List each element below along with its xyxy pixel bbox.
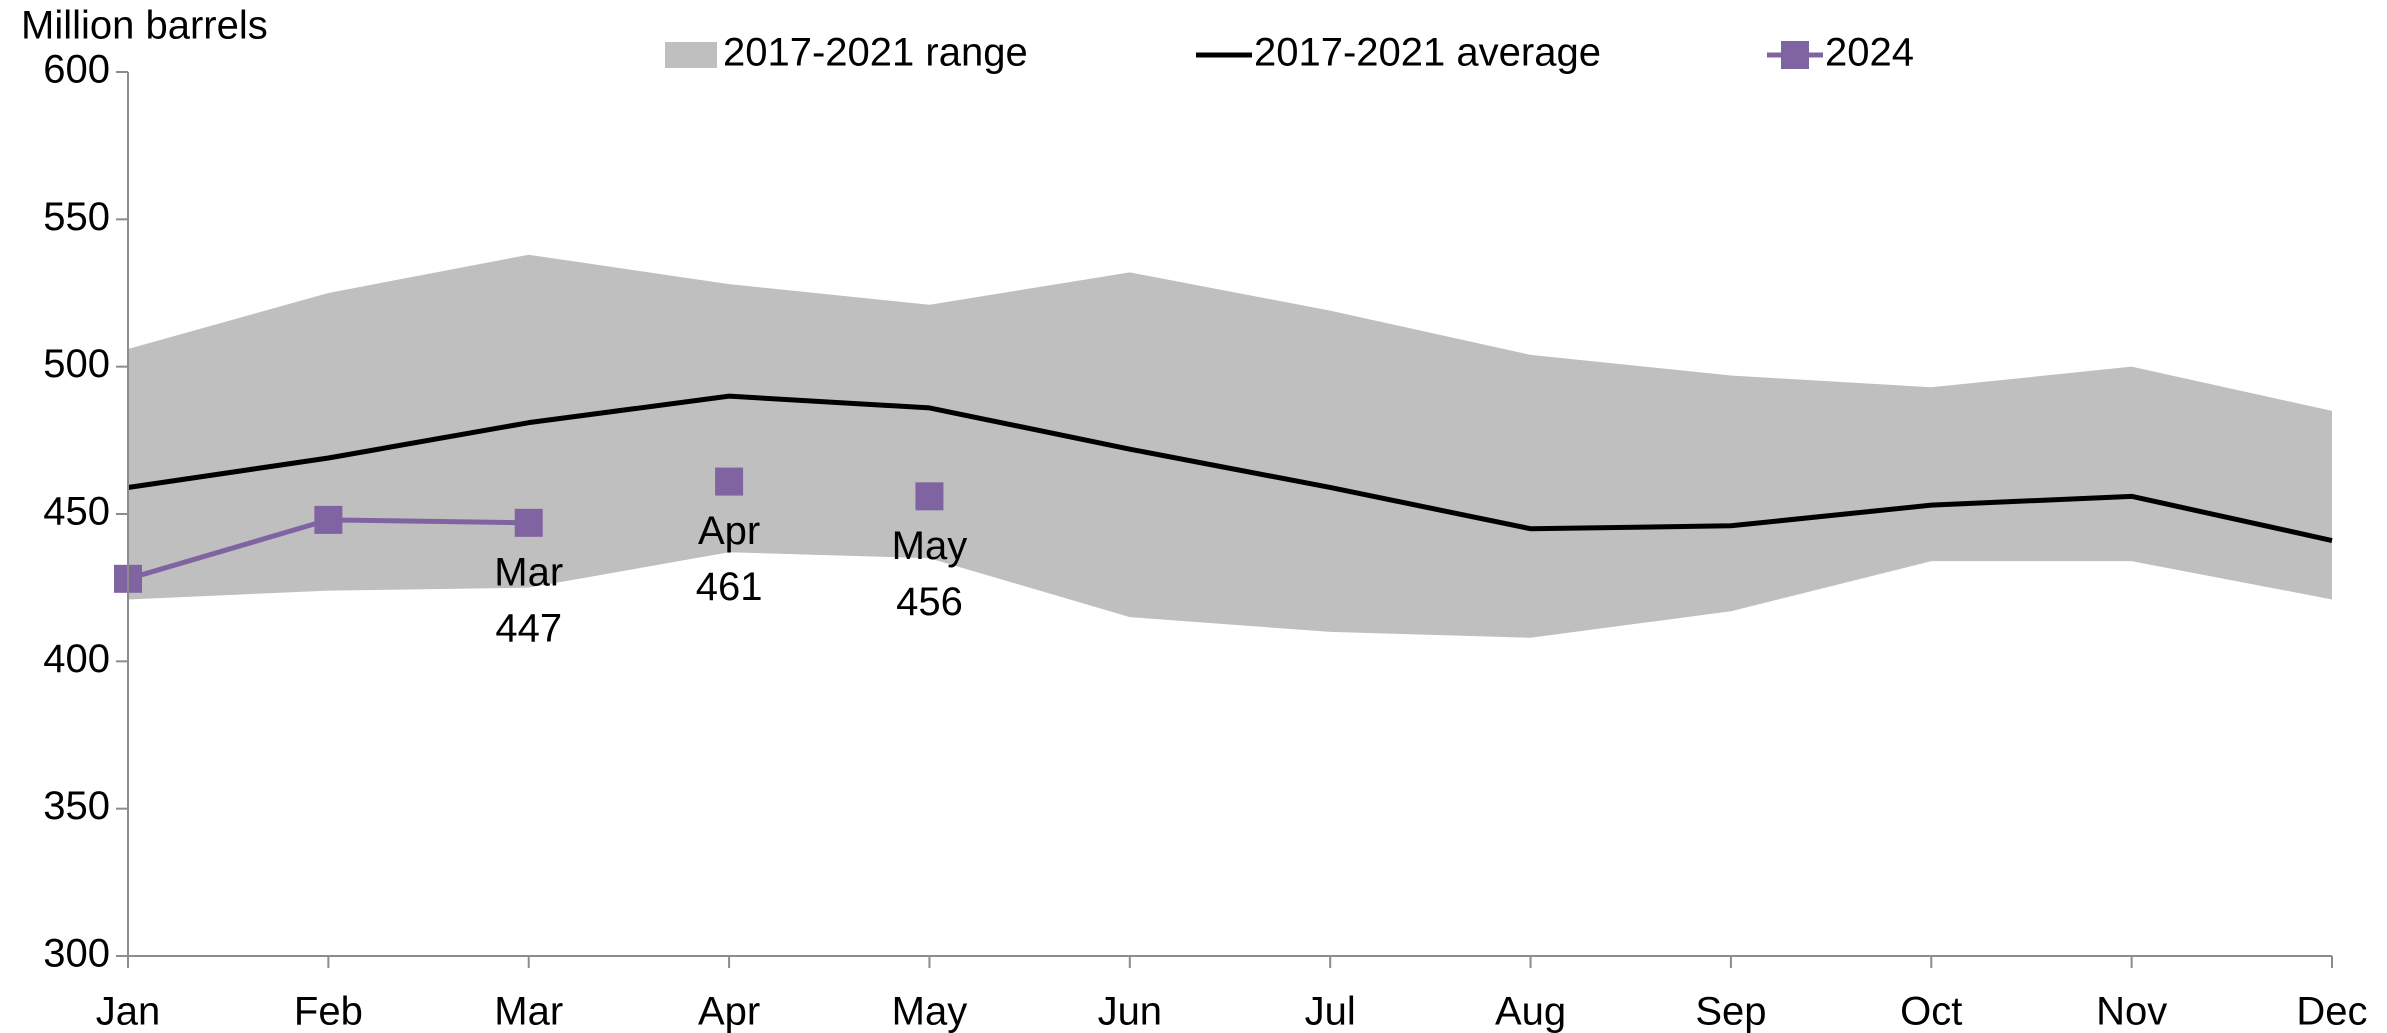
range-area [128,254,2332,638]
data-label-category: May [892,524,968,568]
marker [915,482,944,511]
marker [715,467,744,496]
legend-marker [1781,41,1809,69]
data-label-category: Apr [698,509,760,553]
legend-swatch [665,42,717,68]
legend-label: 2017-2021 range [723,31,1028,75]
data-label-category: Mar [494,550,563,594]
x-tick-label: May [892,990,968,1033]
y-tick-label: 400 [43,637,110,681]
x-tick-label: Oct [1900,990,1962,1033]
y-tick-label: 300 [43,932,110,976]
x-tick-label: Sep [1695,990,1766,1033]
x-tick-label: Nov [2096,990,2167,1033]
y-tick-label: 500 [43,342,110,386]
data-label: 447 [495,606,562,650]
legend-label: 2024 [1825,31,1914,75]
y-tick-label: 600 [43,48,110,92]
x-tick-label: Jun [1098,990,1163,1033]
x-tick-label: Apr [698,990,760,1033]
legend-label: 2017-2021 average [1254,31,1601,75]
y-tick-label: 350 [43,784,110,828]
y-tick-label: 550 [43,195,110,239]
x-tick-label: Feb [294,990,363,1033]
y-tick-label: 450 [43,490,110,534]
x-tick-label: Jan [96,990,161,1033]
x-tick-label: Dec [2296,990,2367,1033]
marker [314,505,343,534]
x-tick-label: Jul [1305,990,1356,1033]
data-label: 461 [696,565,763,609]
x-tick-label: Aug [1495,990,1566,1033]
y-axis-title: Million barrels [21,4,268,48]
series-line [127,393,2333,543]
x-tick-label: Mar [494,990,563,1033]
data-label: 456 [896,580,963,624]
marker [514,508,543,537]
